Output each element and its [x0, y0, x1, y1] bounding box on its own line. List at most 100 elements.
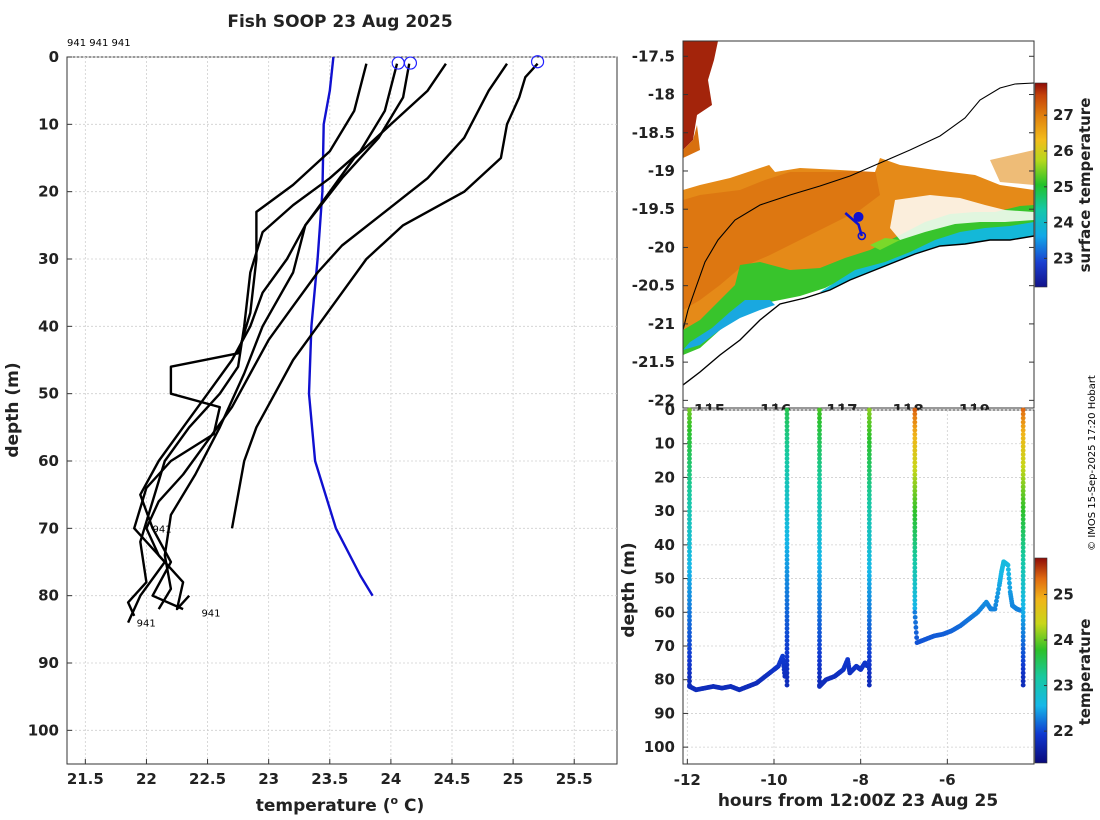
sst-colorbar-tick-label: 24: [1053, 214, 1074, 232]
section-colorbar: [1034, 557, 1048, 764]
section-cast-sample: [687, 524, 692, 530]
sst-coastal-cold-west: [683, 300, 775, 350]
section-cast-sample: [817, 537, 822, 542]
section-cast-sample: [784, 528, 790, 534]
section-bottom-sample: [913, 620, 918, 625]
section-cast-sample: [687, 674, 692, 680]
section-cast-sample: [687, 585, 692, 591]
temperature-profile-line: [157, 63, 411, 610]
section-cast-sample: [866, 456, 872, 461]
profile-xtick-label: 22: [136, 770, 157, 788]
section-ytick-label: 80: [654, 671, 675, 689]
section-ytick-label: 10: [654, 435, 675, 453]
section-cast-sample: [866, 630, 872, 635]
section-cast-sample: [866, 565, 872, 571]
section-cast-sample: [1020, 605, 1026, 611]
section-cast-sample: [817, 427, 822, 433]
section-cast-sample: [866, 597, 872, 603]
section-cast-sample: [866, 431, 872, 437]
section-cast-sample: [784, 520, 790, 526]
section-cast-sample: [817, 484, 822, 490]
profile-xlabel: temperature (o C): [256, 794, 425, 816]
section-cast-sample: [687, 626, 692, 631]
section-cast-sample: [866, 423, 872, 429]
section-cast-sample: [687, 557, 692, 563]
section-cast-sample: [866, 496, 872, 502]
section-ytick-label: 90: [654, 704, 675, 722]
section-cast-sample: [817, 553, 822, 559]
section-cast-sample: [912, 561, 918, 567]
section-cast-sample: [866, 642, 872, 648]
section-cast-sample: [687, 537, 692, 542]
section-bottom-sample: [912, 609, 918, 615]
section-cast-sample: [912, 520, 918, 526]
section-cast-sample: [1020, 674, 1026, 680]
section-cast-sample: [784, 472, 790, 478]
section-cast-sample: [687, 642, 692, 648]
section-cast-sample: [817, 613, 822, 619]
section-cast-sample: [817, 561, 822, 567]
section-bottom-sample: [996, 586, 1002, 592]
section-colorbar-label: temperature: [1076, 619, 1094, 726]
section-cast-sample: [866, 678, 872, 684]
section-cast-sample: [866, 577, 872, 583]
profile-start-marker: [403, 56, 418, 70]
section-cast-sample: [1020, 488, 1026, 494]
section-cast-sample: [817, 581, 822, 587]
section-cast-sample: [784, 617, 790, 623]
section-cast-sample: [687, 415, 692, 421]
section-cast-sample: [1020, 431, 1026, 437]
section-cast-sample: [866, 419, 872, 425]
section-cast-sample: [687, 569, 692, 575]
section-cast-sample: [784, 666, 790, 672]
section-cast-sample: [784, 577, 790, 583]
section-cast-sample: [817, 496, 822, 502]
section-bottom-sample: [1007, 580, 1012, 586]
section-cast-sample: [1020, 407, 1026, 413]
section-cast-sample: [784, 468, 790, 474]
section-cast-sample: [866, 492, 872, 498]
section-cast-sample: [912, 597, 918, 603]
section-cast-sample: [817, 541, 822, 546]
section-cast-sample: [1020, 516, 1026, 522]
section-cast-sample: [866, 541, 872, 546]
section-cast-sample: [817, 460, 822, 465]
section-cast-sample: [866, 670, 872, 676]
section-bottom-sample: [1006, 576, 1012, 581]
section-ytick-label: 0: [665, 401, 675, 419]
section-cast-sample: [817, 549, 822, 554]
section-cast-sample: [687, 512, 692, 518]
section-cast-sample: [817, 444, 822, 449]
section-cast-sample: [1020, 472, 1026, 478]
section-cast-sample: [866, 524, 872, 530]
section-cast-sample: [912, 581, 918, 587]
section-cast-sample: [784, 464, 790, 470]
profile-ytick-label: 100: [28, 721, 59, 739]
section-cast-sample: [817, 464, 822, 470]
section-cast-sample: [817, 609, 822, 615]
section-bottom-sample: [992, 606, 998, 612]
section-ytick-label: 40: [654, 536, 675, 554]
map-ytick-label: -19.5: [632, 200, 675, 218]
section-cast-sample: [784, 411, 790, 417]
section-cast-sample: [687, 431, 692, 437]
sst-hot-patch: [683, 170, 880, 310]
section-cast-sample: [784, 638, 790, 644]
section-cast-sample: [866, 439, 872, 445]
profile-ytick-label: 30: [38, 250, 59, 268]
section-cast-sample: [866, 654, 872, 660]
section-cast-sample: [866, 549, 872, 554]
section-cast-sample: [687, 448, 692, 453]
section-cast-sample: [784, 650, 790, 656]
section-cast-sample: [1020, 549, 1026, 554]
section-cast-sample: [784, 581, 790, 587]
section-cast-sample: [912, 411, 918, 417]
section-cast-sample: [912, 480, 918, 486]
section-cast-sample: [687, 589, 692, 595]
section-cast-sample: [687, 460, 692, 465]
section-cast-sample: [912, 439, 918, 445]
section-cast-sample: [817, 504, 822, 510]
section-cast-sample: [784, 500, 790, 506]
section-cast-sample: [784, 484, 790, 490]
section-cast-sample: [687, 638, 692, 644]
